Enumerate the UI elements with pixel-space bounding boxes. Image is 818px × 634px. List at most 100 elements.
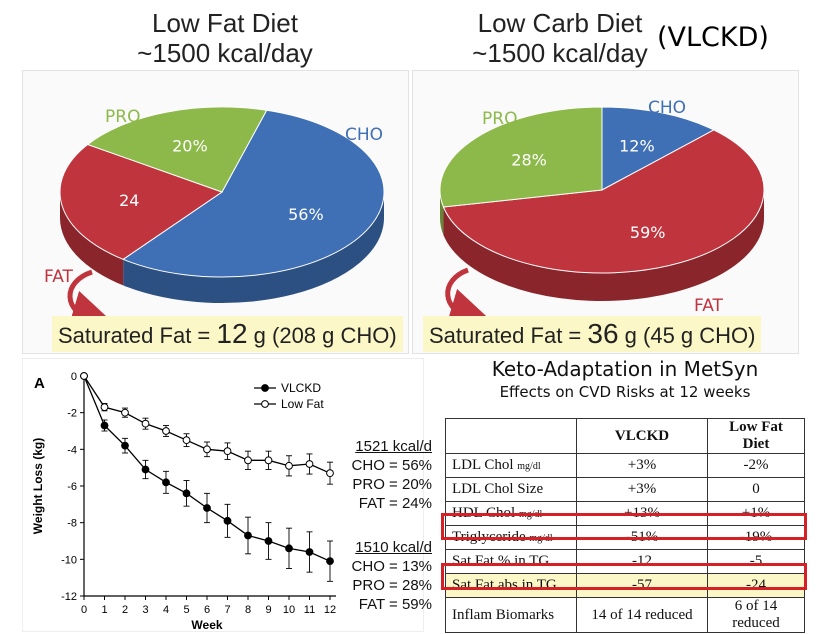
right-saturated-fat: Saturated Fat = 36 g (45 g CHO) [423,316,762,352]
left-sat-prefix: Saturated Fat = [58,323,217,348]
kcal-vlckd: 1510 kcal/d CHO = 13% PRO = 28% FAT = 59… [330,538,432,614]
x-tick-label: 6 [204,604,210,616]
panel-label: A [34,375,45,392]
right-diet-title: Low Carb Diet ~1500 kcal/day [430,8,690,68]
row-label-text: Inflam Biomarks [452,606,555,623]
data-point [100,421,109,430]
low-fat-value: -2% [707,453,805,478]
y-tick-label: -10 [61,554,77,566]
data-point [305,548,314,556]
pie-slice-pro [439,106,603,208]
data-point [141,465,150,474]
y-tick-label: -12 [61,591,77,603]
data-point [203,445,211,454]
kcal-low-cho: CHO = 56% [351,457,432,474]
x-tick-label: 9 [265,604,271,616]
right-sat-suffix: (45 g CHO) [636,323,756,348]
row-label: HDL Chol mg/dl [445,501,577,526]
pie-side-pro [440,190,444,235]
data-point [182,436,191,445]
row-label-text: LDL Chol [452,457,514,473]
y-tick-label: -6 [67,481,77,493]
right-sat-unit: g [618,323,637,348]
kcal-vlckd-cho: CHO = 13% [351,558,432,575]
low-fat-value: -19% [707,525,805,550]
pie-side-fat [60,192,124,286]
vlckd-value: -12 [576,549,708,574]
kcal-low-pro: PRO = 20% [352,476,432,493]
pie-slice-cho [122,109,385,278]
row-label-text: LDL Chol Size [452,481,544,497]
data-point [162,478,170,487]
pie-slice-fat [442,129,765,274]
row-label: LDL Chol Size [445,477,577,502]
low-fat-value: -5 [707,549,805,574]
table-row: Sat Fat % in TG -12 -5 [445,549,805,574]
y-tick-label: -2 [67,408,77,420]
y-tick-label: -4 [67,444,77,456]
right-fat-arrow [442,267,498,337]
data-point [121,408,129,417]
vlckd-value: +3% [576,477,708,502]
kcal-vlckd-pro: PRO = 28% [352,577,432,594]
pie-category-label: PRO [105,107,140,127]
pie-category-label: FAT [694,296,724,316]
x-tick-label: 1 [101,604,107,616]
pie-low-carb: 12% CHO 59% FAT 28% PRO [439,98,765,316]
row-label: LDL Chol mg/dl [445,453,577,478]
table-row: LDL Chol Size +3% 0 [445,477,805,502]
legend-label: Low Fat [281,397,324,411]
x-tick-label: 8 [245,604,251,616]
left-fat-arrow [64,269,120,339]
data-point [326,469,334,478]
y-axis-label: Weight Loss (kg) [31,438,45,534]
data-point [121,441,129,450]
pie-category-label: PRO [482,109,517,129]
pie-value-label: 24 [119,191,139,210]
kcal-vlckd-title: 1510 kcal/d [355,539,432,556]
x-tick-label: 0 [81,604,87,616]
data-point [182,489,191,498]
data-point [141,419,150,428]
table-header-vlckd: VLCKD [576,418,708,454]
y-tick-label: -8 [67,518,77,530]
x-tick-label: 4 [163,604,169,616]
table-row: Inflam Biomarks 14 of 14 reduced 6 of 14 r… [445,597,805,633]
x-tick-label: 7 [224,604,230,616]
pie-category-label: CHO [345,125,383,145]
row-label-text: Sat Fat % in TG [452,553,550,569]
left-sat-unit: g [247,323,266,348]
data-point [285,544,293,553]
data-point [326,557,334,566]
y-tick-label: 0 [71,371,77,383]
kcal-low-title: 1521 kcal/d [355,438,432,455]
data-point [80,372,88,380]
x-axis-label: Week [191,618,222,632]
pie-category-label: CHO [648,98,686,118]
pie-category-label: FAT [44,267,74,287]
right-title-line1: Low Carb Diet [477,8,643,38]
left-saturated-fat: Saturated Fat = 12 g (208 g CHO) [52,316,403,352]
data-point [100,403,109,412]
keto-title: Keto-Adaptation in MetSyn [491,357,759,381]
table-header-empty [445,418,577,454]
legend-marker [261,384,269,392]
vlckd-tag: (VLCKD) [657,22,769,53]
row-label-text: Triglyceride [452,529,526,545]
x-tick-label: 12 [324,604,336,616]
vlckd-value: 14 of 14 reduced [576,597,708,633]
low-fat-value: +1% [707,501,805,526]
row-unit: mg/dl [517,461,541,472]
kcal-low-fat: 1521 kcal/d CHO = 56% PRO = 20% FAT = 24… [330,437,432,513]
x-tick-label: 2 [122,604,128,616]
row-label-text: Sat Fat abs in TG [452,577,557,593]
cvd-risk-table: VLCKD Low Fat Diet LDL Chol mg/dl +3% -2% L… [445,418,805,633]
pie-value-label: 12% [619,136,655,155]
data-point [223,447,232,456]
legend-marker [261,400,269,408]
weight-loss-chart: 0-2-4-6-8-10-120 1 2 3 4 5 6 7 8 9 10 11 12WeekWeigh… [31,371,336,632]
left-sat-suffix: (208 g CHO) [265,323,397,348]
table-row: HDL Chol mg/dl +13% +1% [445,501,805,526]
pie-charts: 56% CHO 24 FAT 20% PRO 12% CHO 59% FAT 28% PRO [44,98,765,339]
data-point [285,461,293,470]
